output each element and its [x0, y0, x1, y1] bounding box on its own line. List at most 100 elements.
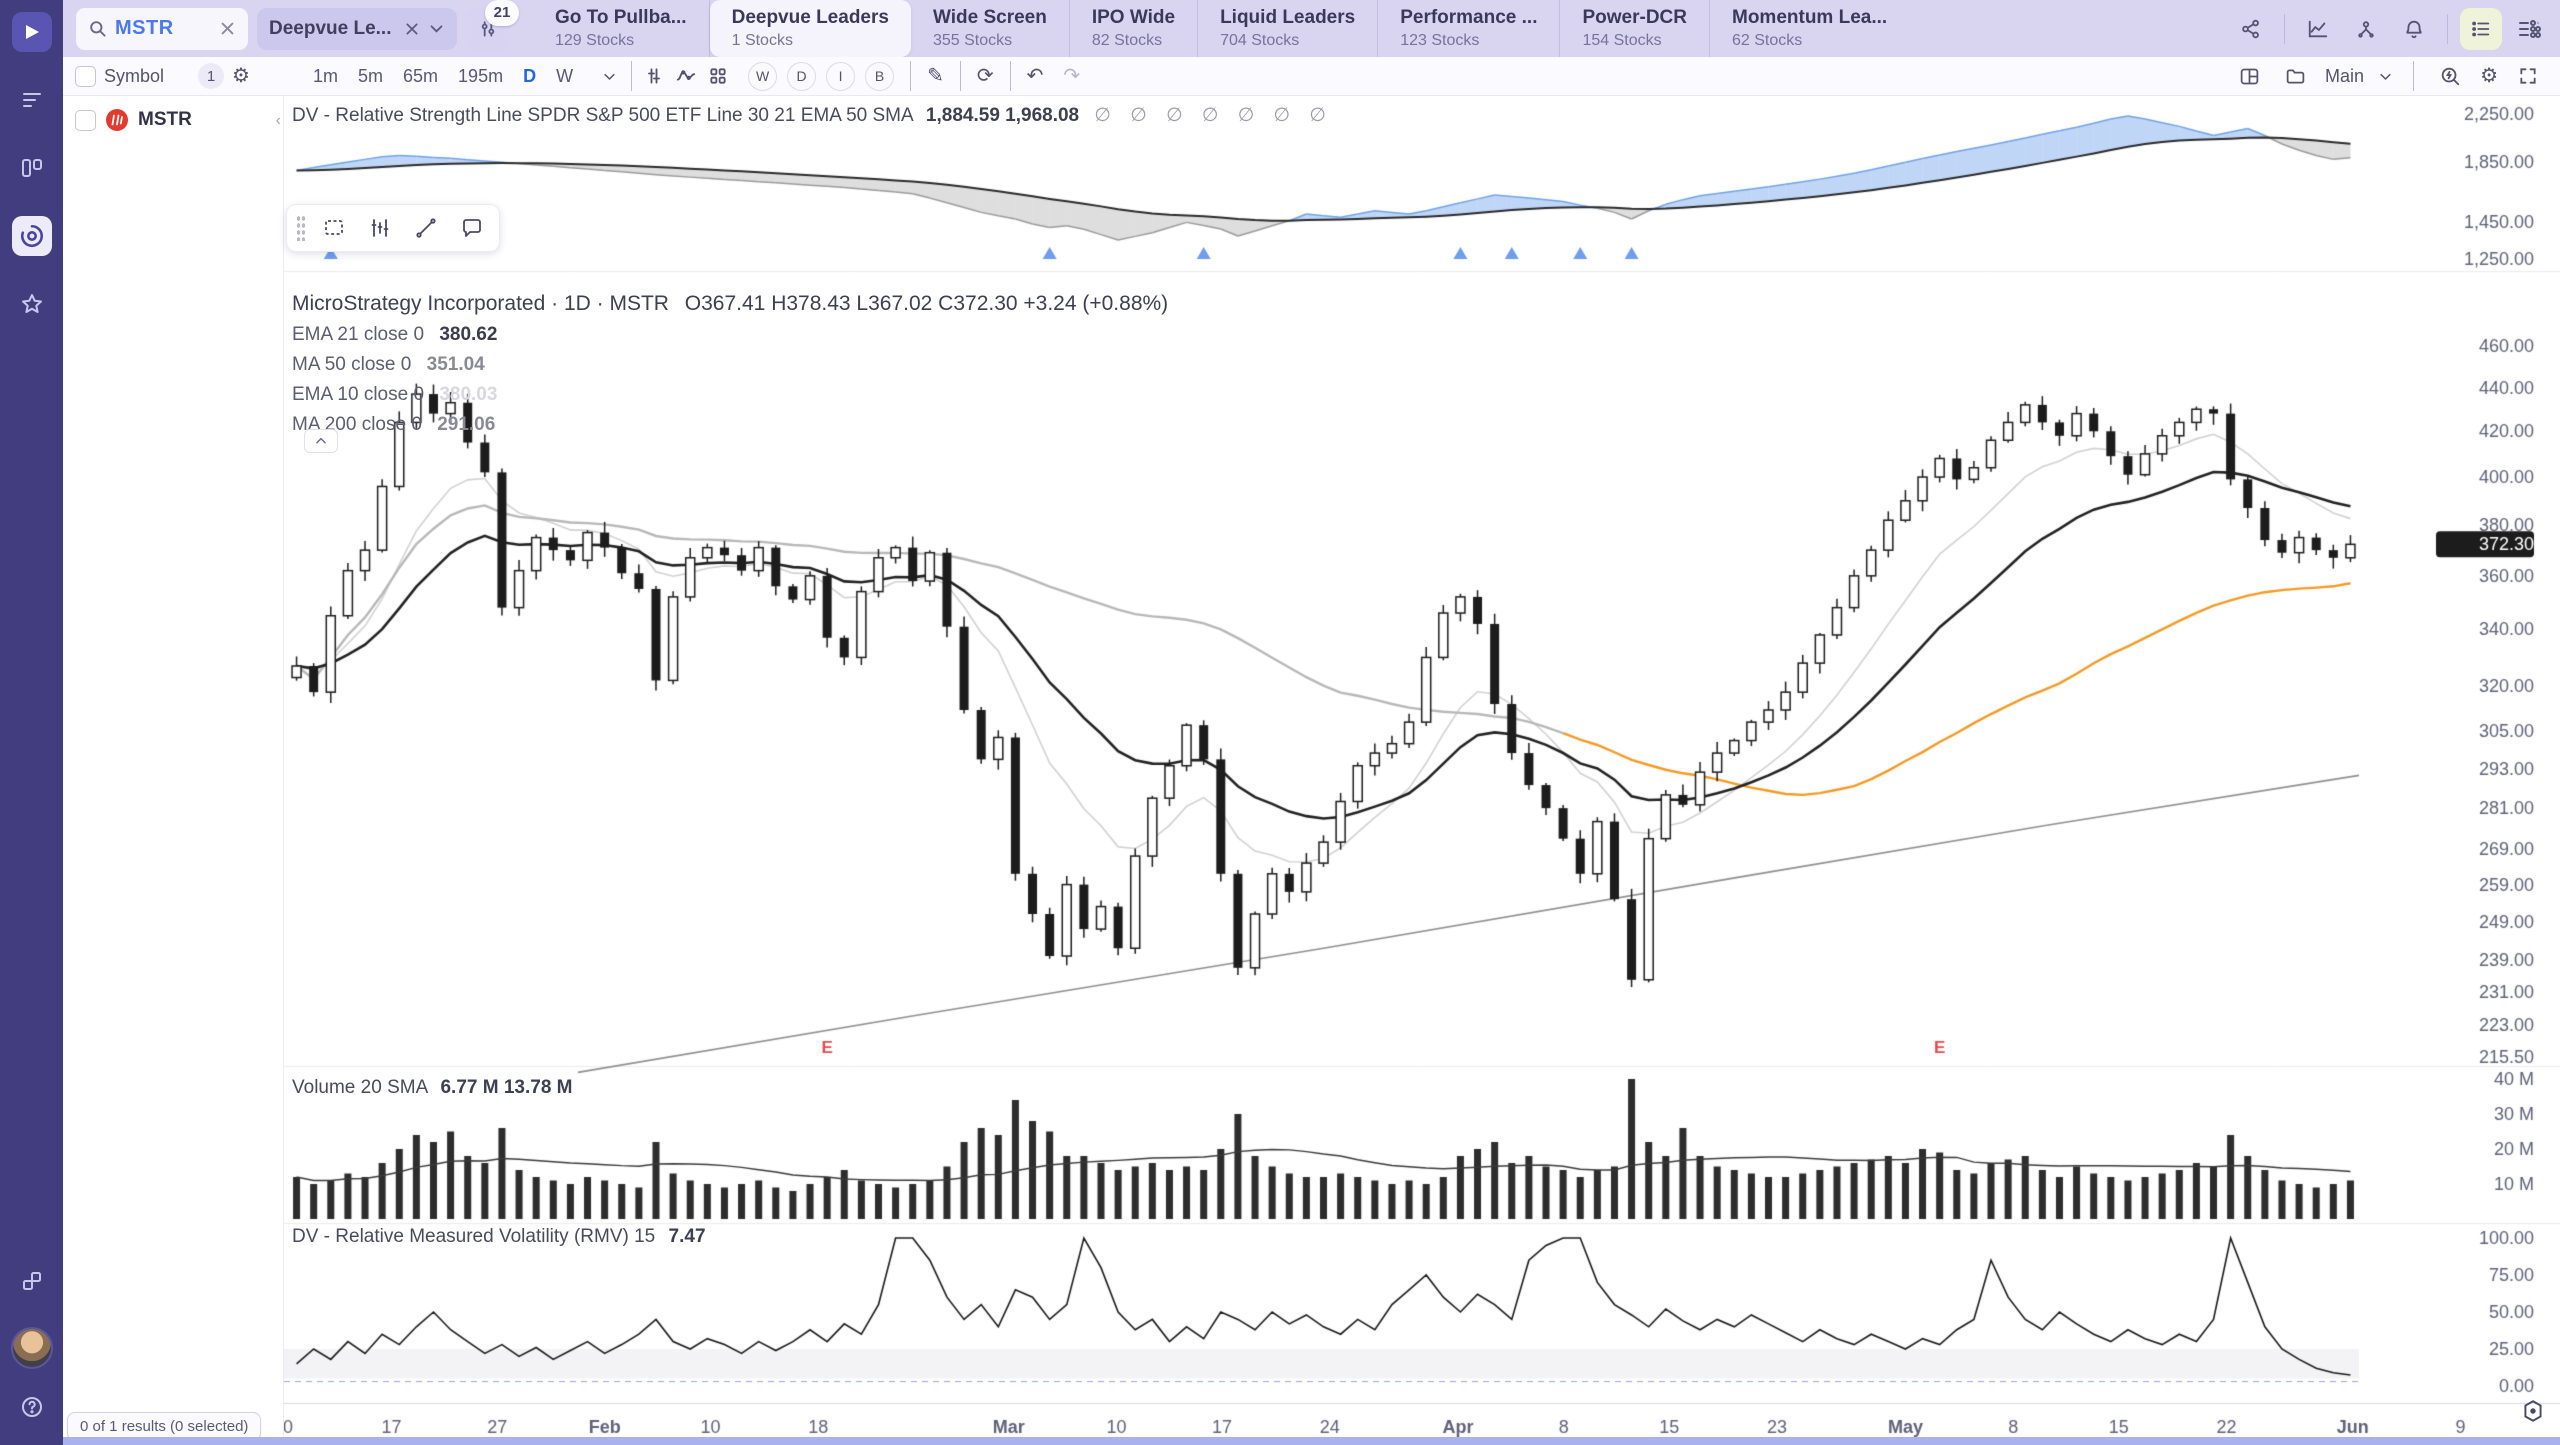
symbol-search[interactable]: MSTR: [75, 6, 249, 51]
trendline-tool-button[interactable]: [405, 209, 447, 247]
intraday-view-button[interactable]: I: [826, 61, 856, 91]
menu-icon: [22, 93, 41, 107]
note-tool-button[interactable]: [451, 209, 493, 247]
price-chart-canvas[interactable]: [284, 96, 2560, 1445]
sidebar-bottom: [0, 1261, 63, 1427]
watchlist-tabs: Go To Pullba... 129 Stocks Deepvue Leade…: [533, 0, 2222, 57]
lasso-select-icon: [325, 220, 343, 235]
indicator-row-ma200[interactable]: MA 200 close 0 291.06: [292, 414, 496, 435]
rmv-legend[interactable]: DV - Relative Measured Volatility (RMV) …: [292, 1226, 706, 1248]
select-all-checkbox[interactable]: [75, 65, 96, 87]
layouts-folder-button[interactable]: [2279, 62, 2311, 90]
search-icon: [90, 21, 106, 37]
timeframe-more-button[interactable]: [593, 62, 625, 90]
redo-button[interactable]: ↷: [1063, 65, 1081, 87]
folder-icon: [2286, 69, 2304, 83]
flash-research-button[interactable]: [2434, 62, 2466, 90]
crosshair-target-icon: [2524, 1400, 2542, 1422]
toolbar-right: Main ⚙: [2233, 61, 2560, 91]
strategies-button[interactable]: [670, 62, 702, 90]
indicator-row-ma50[interactable]: MA 50 close 0 351.04: [292, 354, 485, 375]
row-checkbox[interactable]: [75, 109, 96, 131]
tab-deepvue-leaders[interactable]: Deepvue Leaders 1 Stocks: [709, 0, 911, 57]
chart-view-button[interactable]: [2297, 8, 2339, 50]
list-icon: [2472, 21, 2490, 36]
sidebar-item-help[interactable]: [12, 1387, 52, 1427]
indicator-row-ema10[interactable]: EMA 10 close 0 380.03: [292, 384, 498, 405]
tab-power-dcr[interactable]: Power-DCR 154 Stocks: [1560, 0, 1710, 57]
deepvue-logo[interactable]: [11, 12, 52, 52]
search-input[interactable]: MSTR: [115, 17, 174, 39]
flash-search-icon: [2441, 67, 2460, 86]
mstr-logo-icon: [106, 109, 128, 131]
close-icon[interactable]: [404, 21, 420, 37]
pattern-tool-button[interactable]: [359, 209, 401, 247]
tab-momentum-leaders[interactable]: Momentum Lea... 62 Stocks: [1732, 7, 1888, 49]
indicators-button[interactable]: [638, 62, 670, 90]
divider: [910, 61, 912, 91]
pane-collapse-button[interactable]: [304, 429, 338, 453]
tf-daily[interactable]: D: [523, 65, 537, 86]
tab-ipo-wide[interactable]: IPO Wide 82 Stocks: [1070, 0, 1199, 57]
tf-65m[interactable]: 65m: [403, 65, 439, 86]
rsl-indicator-legend[interactable]: DV - Relative Strength Line SPDR S&P 500…: [292, 104, 1333, 127]
panel-collapse-chevron-icon[interactable]: ‹: [275, 112, 281, 129]
tf-1m[interactable]: 1m: [313, 65, 339, 86]
pattern-icon: [371, 219, 389, 237]
indicator-row-ema21[interactable]: EMA 21 close 0 380.62: [292, 324, 498, 345]
chart-settings-gear-icon[interactable]: ⚙: [2480, 65, 2498, 87]
stack-icon: [22, 1272, 41, 1290]
watchlist-settings-gear-icon[interactable]: ⚙: [232, 65, 250, 87]
chevron-up-icon: [316, 437, 326, 444]
chevron-down-icon[interactable]: [428, 20, 445, 37]
multi-layout-button[interactable]: [2233, 62, 2265, 90]
ohlc-values: O367.41 H378.43 L367.02 C372.30 +3.24 (+…: [684, 292, 1169, 315]
both-view-button[interactable]: B: [865, 61, 895, 91]
volume-legend-values: 6.77 M 13.78 M: [440, 1077, 573, 1098]
fullscreen-button[interactable]: [2512, 62, 2544, 90]
share-button[interactable]: [2230, 8, 2272, 50]
sidebar-item-favorites[interactable]: [12, 284, 52, 324]
tf-weekly[interactable]: W: [556, 65, 574, 86]
table-view-button[interactable]: [2508, 8, 2550, 50]
panels-layout-icon: [2240, 68, 2258, 84]
sidebar-item-integrations[interactable]: [12, 1261, 52, 1301]
daily-view-button[interactable]: D: [787, 61, 817, 91]
undo-button[interactable]: ↶: [1026, 65, 1044, 87]
tf-5m[interactable]: 5m: [358, 65, 384, 86]
tab-go-to-pullback[interactable]: Go To Pullba... 129 Stocks: [533, 0, 710, 57]
main-chart-legend[interactable]: MicroStrategy Incorporated · 1D · MSTR O…: [292, 292, 1168, 436]
crosshair-mode-button[interactable]: [2520, 1398, 2546, 1429]
sidebar-item-watchlists[interactable]: [12, 148, 52, 188]
close-icon[interactable]: [219, 20, 236, 37]
layout-grid-button[interactable]: [702, 62, 734, 90]
chevron-down-icon[interactable]: [2378, 69, 2393, 84]
drawing-toolbar[interactable]: [286, 204, 500, 252]
tf-195m[interactable]: 195m: [458, 65, 504, 86]
tab-performance[interactable]: Performance ... 123 Stocks: [1378, 0, 1561, 57]
sidebar-item-screener[interactable]: [11, 216, 52, 256]
volume-legend[interactable]: Volume 20 SMA 6.77 M 13.78 M: [292, 1077, 573, 1099]
watchlist-header: Symbol 1 ⚙: [63, 63, 295, 89]
sidebar-item-menu[interactable]: [12, 80, 52, 120]
user-avatar[interactable]: [10, 1327, 53, 1369]
tabbar-actions: [2230, 7, 2550, 50]
draw-button[interactable]: ✎: [927, 65, 944, 87]
rsl-legend-values: 1,884.59 1,968.08: [925, 105, 1080, 126]
horizontal-scrollbar[interactable]: [63, 1437, 2560, 1445]
screener-tab[interactable]: Deepvue Le...: [257, 7, 457, 50]
rsl-legend-label: DV - Relative Strength Line SPDR S&P 500…: [292, 105, 913, 126]
selection-tool-button[interactable]: [313, 209, 355, 247]
tab-liquid-leaders[interactable]: Liquid Leaders 704 Stocks: [1198, 0, 1379, 57]
watchlist-row-mstr[interactable]: MSTR: [63, 96, 283, 132]
tab-wide-screen[interactable]: Wide Screen 355 Stocks: [911, 0, 1070, 57]
layout-name[interactable]: Main: [2325, 65, 2365, 86]
flow-button[interactable]: [2345, 8, 2387, 50]
list-view-button[interactable]: [2460, 7, 2502, 50]
divider: [2284, 13, 2285, 44]
filters-button[interactable]: 21: [465, 0, 519, 50]
drag-handle[interactable]: [296, 215, 306, 241]
alerts-button[interactable]: [2393, 8, 2435, 50]
weekly-view-button[interactable]: W: [748, 61, 778, 91]
refresh-button[interactable]: ⟳: [976, 65, 994, 87]
